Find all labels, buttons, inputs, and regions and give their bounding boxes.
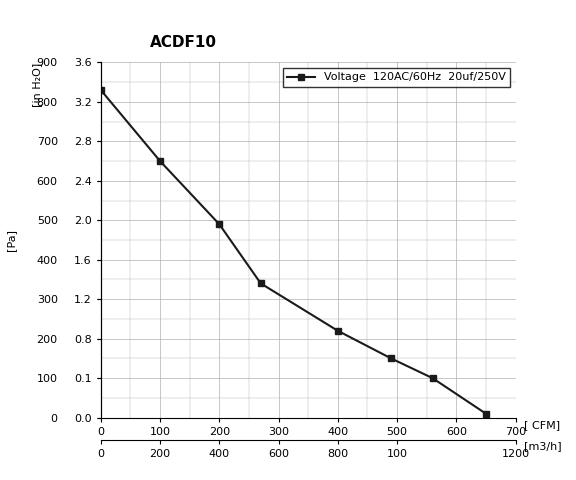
Text: [m3/h]: [m3/h] — [524, 442, 562, 451]
Text: [Pa]: [Pa] — [6, 229, 17, 251]
Text: [ CFM]: [ CFM] — [524, 420, 560, 430]
Legend: Voltage  120AC/60Hz  20uf/250V: Voltage 120AC/60Hz 20uf/250V — [283, 68, 510, 87]
Text: [in H₂O]: [in H₂O] — [32, 62, 43, 107]
Text: ACDF10: ACDF10 — [150, 36, 217, 50]
